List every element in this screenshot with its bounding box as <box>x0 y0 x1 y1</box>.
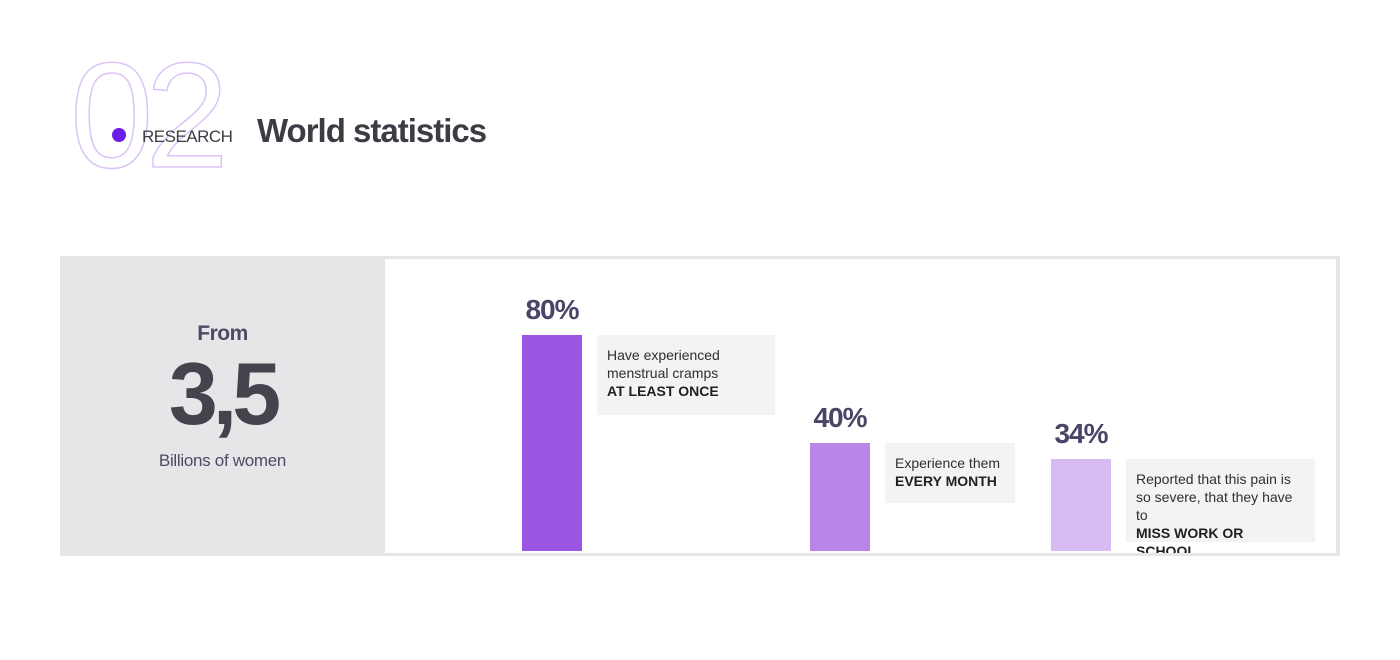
bar-every-month <box>810 443 870 551</box>
stats-panel: From 3,5 Billions of women 80% Have expe… <box>60 256 1340 556</box>
section-number: 02 <box>69 31 229 199</box>
note-line: so severe, that they have to <box>1136 489 1293 523</box>
chart-area: 80% Have experienced menstrual cramps AT… <box>385 259 1336 553</box>
summary-block: From 3,5 Billions of women <box>60 256 385 556</box>
section-dot-icon <box>112 128 126 142</box>
section-label: RESEARCH <box>142 127 233 146</box>
summary-prefix: From <box>197 322 248 345</box>
bar-note: Experience them EVERY MONTH <box>885 443 1015 503</box>
note-line: menstrual cramps <box>607 365 719 381</box>
page-title: World statistics <box>257 112 487 149</box>
note-line: Reported that this pain is <box>1136 471 1291 487</box>
summary-number: 3,5 <box>168 344 281 443</box>
bar-chart: 80% Have experienced menstrual cramps AT… <box>385 259 1336 553</box>
bar-note: Have experienced menstrual cramps AT LEA… <box>597 335 775 415</box>
summary-caption: Billions of women <box>158 451 287 470</box>
note-emphasis: EVERY MONTH <box>895 473 997 489</box>
bar-value-label: 80% <box>525 294 579 325</box>
note-emphasis: MISS WORK OR SCHOOL <box>1136 525 1244 553</box>
note-line: Experience them <box>895 455 1001 471</box>
bar-at-least-once <box>522 335 582 551</box>
bar-note: Reported that this pain is so severe, th… <box>1126 459 1315 553</box>
bar-miss-work <box>1051 459 1111 551</box>
bar-value-label: 34% <box>1054 418 1108 449</box>
header: 02 RESEARCH World statistics <box>0 0 700 200</box>
note-emphasis: AT LEAST ONCE <box>607 383 719 399</box>
note-line: Have experienced <box>607 347 720 363</box>
bar-value-label: 40% <box>813 402 867 433</box>
